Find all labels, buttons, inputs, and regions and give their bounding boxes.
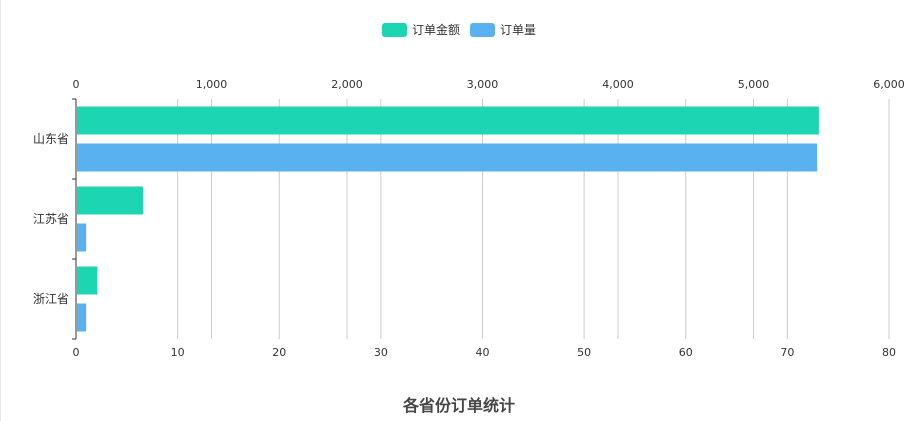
legend: 订单金额 订单量 (1, 21, 916, 38)
x-bottom-tick-label: 80 (882, 346, 896, 359)
legend-label-amount: 订单金额 (411, 23, 460, 37)
bar-count (77, 303, 87, 332)
x-bottom-tick-label: 0 (73, 346, 80, 359)
x-top-tick-label: 5,000 (738, 78, 770, 91)
x-bottom-tick-label: 40 (476, 346, 490, 359)
legend-label-count: 订单量 (500, 23, 537, 37)
x-top-tick-label: 3,000 (467, 78, 499, 91)
x-top-tick-label: 0 (73, 78, 80, 91)
x-bottom-tick-label: 70 (780, 346, 794, 359)
x-top-tick-label: 6,000 (873, 78, 905, 91)
x-top-tick-label: 4,000 (602, 78, 634, 91)
chart-title: 各省份订单统计 (402, 396, 515, 415)
x-bottom-tick-label: 20 (272, 346, 286, 359)
bar-count (77, 143, 818, 172)
bar-amount (77, 106, 819, 135)
legend-item-amount[interactable]: 订单金额 (381, 21, 460, 38)
legend-swatch-count (470, 22, 495, 37)
x-top-tick-label: 2,000 (331, 78, 363, 91)
bar-count (77, 223, 87, 252)
x-bottom-tick-label: 60 (679, 346, 693, 359)
legend-swatch-amount (381, 22, 407, 37)
legend-item-count[interactable]: 订单量 (470, 21, 536, 38)
y-category-label: 江苏省 (33, 212, 69, 226)
x-bottom-tick-label: 30 (374, 346, 388, 359)
y-category-label: 浙江省 (33, 292, 69, 306)
x-top-tick-label: 1,000 (196, 78, 228, 91)
x-bottom-tick-label: 10 (171, 346, 185, 359)
bar-amount (77, 266, 98, 295)
bar-amount (77, 186, 144, 215)
x-bottom-tick-label: 50 (577, 346, 591, 359)
y-category-label: 山东省 (33, 132, 69, 146)
